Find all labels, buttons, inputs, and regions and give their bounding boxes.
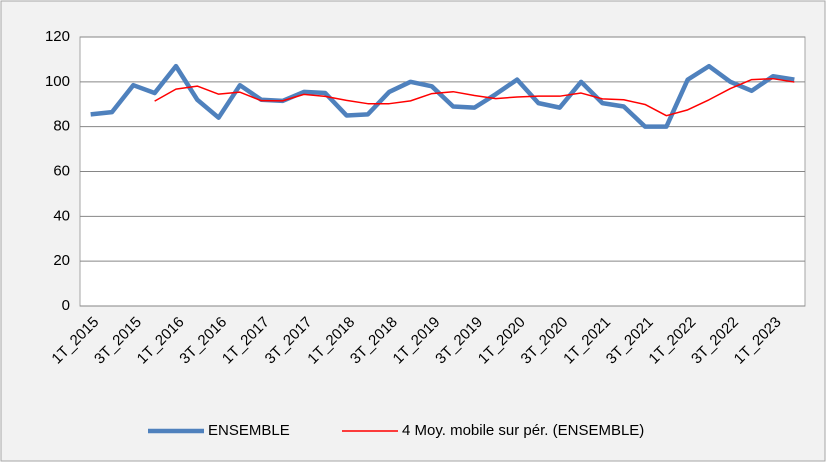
y-tick-label: 0 — [62, 297, 70, 314]
y-tick-label: 60 — [53, 162, 70, 179]
legend-label: 4 Moy. mobile sur pér. (ENSEMBLE) — [402, 422, 644, 439]
series-line — [154, 77, 795, 117]
y-tick-label: 80 — [53, 118, 70, 135]
y-tick-label: 100 — [45, 73, 70, 90]
legend-label: ENSEMBLE — [208, 422, 290, 439]
series-line — [90, 63, 795, 129]
y-tick-label: 40 — [53, 207, 70, 224]
y-tick-label: 120 — [45, 28, 70, 45]
y-tick-label: 20 — [53, 252, 70, 269]
